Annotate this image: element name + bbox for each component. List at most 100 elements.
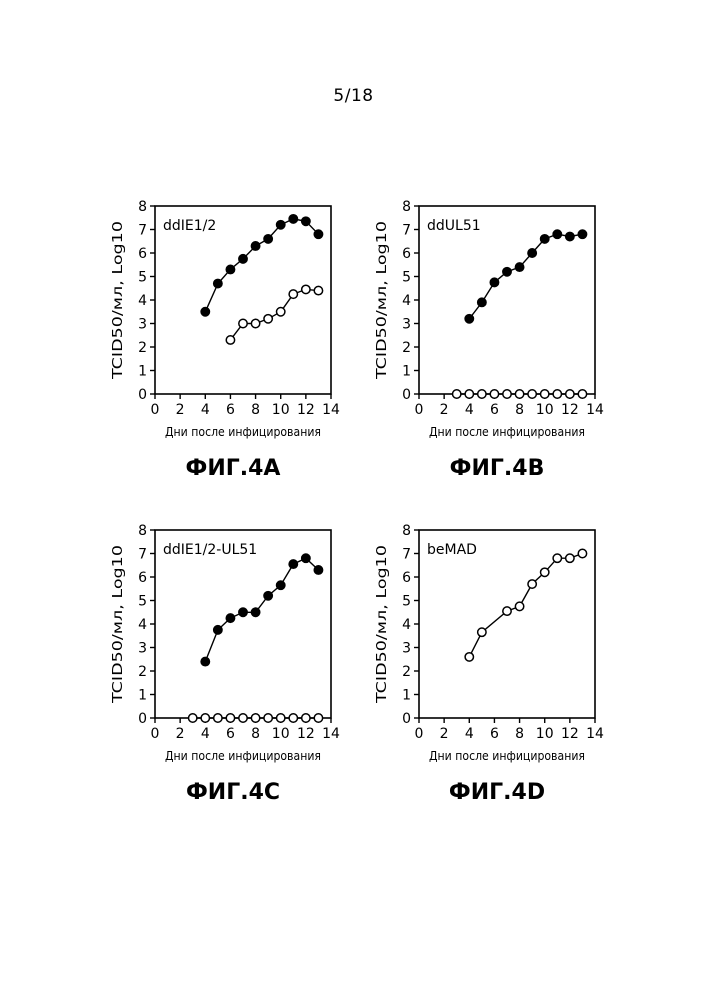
x-tick-label: 8 — [251, 726, 260, 742]
x-tick-label: 4 — [465, 402, 474, 418]
data-point-filled — [503, 268, 511, 276]
data-point-open — [239, 319, 247, 327]
y-tick-label: 2 — [402, 664, 411, 680]
y-tick-label: 8 — [402, 199, 411, 215]
x-tick-label: 6 — [490, 402, 499, 418]
figure-caption-4a: ФИГ.4А — [186, 456, 281, 481]
x-tick-label: 0 — [415, 402, 424, 418]
data-point-filled — [264, 592, 272, 600]
data-point-filled — [277, 221, 285, 229]
data-point-filled — [239, 608, 247, 616]
x-tick-label: 0 — [151, 726, 160, 742]
data-point-filled — [541, 235, 549, 243]
y-tick-label: 0 — [138, 387, 147, 403]
data-point-filled — [465, 315, 473, 323]
series-line — [205, 219, 318, 312]
series-line — [205, 558, 318, 661]
data-point-filled — [553, 230, 561, 238]
x-tick-label: 10 — [536, 402, 554, 418]
data-point-filled — [264, 235, 272, 243]
y-tick-label: 5 — [402, 594, 411, 610]
data-point-filled — [201, 657, 209, 665]
chart-fig-4d: 01234567802468101214Дни после инфицирова… — [375, 523, 604, 805]
y-tick-label: 2 — [138, 664, 147, 680]
y-tick-label: 5 — [138, 270, 147, 286]
y-tick-label: 8 — [138, 199, 147, 215]
plot-frame — [155, 206, 331, 394]
chart-fig-4a: 01234567802468101214Дни после инфицирова… — [111, 199, 340, 481]
data-point-open — [251, 319, 259, 327]
x-tick-label: 14 — [322, 726, 340, 742]
x-tick-label: 4 — [465, 726, 474, 742]
y-tick-label: 8 — [138, 523, 147, 539]
data-point-open — [264, 315, 272, 323]
series-filled — [465, 230, 587, 323]
data-point-open — [478, 628, 486, 636]
panel-annotation: beMAD — [427, 542, 477, 558]
series-line — [469, 554, 582, 657]
y-axis-label: TCID50/мл, Log10 — [375, 545, 390, 704]
data-point-open — [314, 286, 322, 294]
data-point-open — [314, 714, 322, 722]
data-point-open — [578, 549, 586, 557]
data-point-open — [566, 554, 574, 562]
x-tick-label: 10 — [536, 726, 554, 742]
series-filled — [201, 554, 323, 666]
data-point-filled — [251, 608, 259, 616]
data-point-filled — [515, 263, 523, 271]
y-tick-label: 1 — [138, 688, 147, 704]
x-tick-label: 6 — [226, 402, 235, 418]
data-point-filled — [578, 230, 586, 238]
data-point-open — [277, 714, 285, 722]
x-tick-label: 2 — [440, 402, 449, 418]
x-tick-label: 12 — [297, 402, 315, 418]
x-axis-label: Дни после инфицирования — [165, 749, 321, 763]
data-point-filled — [490, 278, 498, 286]
y-tick-label: 0 — [402, 387, 411, 403]
data-point-filled — [528, 249, 536, 257]
data-point-open — [302, 714, 310, 722]
figure-caption-4b: ФИГ.4В — [450, 456, 545, 481]
x-tick-label: 0 — [151, 402, 160, 418]
data-point-open — [541, 390, 549, 398]
y-tick-label: 6 — [138, 570, 147, 586]
data-point-open — [515, 602, 523, 610]
data-point-filled — [314, 566, 322, 574]
data-point-open — [289, 714, 297, 722]
series-filled — [201, 215, 323, 316]
series-line — [230, 289, 318, 340]
x-tick-label: 14 — [322, 402, 340, 418]
series-line — [469, 234, 582, 319]
data-point-open — [264, 714, 272, 722]
y-tick-label: 5 — [138, 594, 147, 610]
y-tick-label: 7 — [138, 223, 147, 239]
data-point-filled — [214, 626, 222, 634]
data-point-open — [465, 390, 473, 398]
series-open — [453, 390, 587, 398]
data-point-filled — [302, 554, 310, 562]
y-tick-label: 6 — [138, 246, 147, 262]
data-point-open — [490, 390, 498, 398]
data-point-open — [214, 714, 222, 722]
y-tick-label: 1 — [402, 364, 411, 380]
y-tick-label: 3 — [138, 641, 147, 657]
chart-fig-4b: 01234567802468101214Дни после инфицирова… — [375, 199, 604, 481]
data-point-open — [478, 390, 486, 398]
data-point-open — [189, 714, 197, 722]
y-tick-label: 3 — [402, 317, 411, 333]
x-tick-label: 8 — [515, 726, 524, 742]
y-tick-label: 6 — [402, 570, 411, 586]
panel-annotation: ddIE1/2-UL51 — [163, 542, 257, 558]
y-tick-label: 4 — [138, 293, 147, 309]
y-axis-label: TCID50/мл, Log10 — [375, 221, 390, 380]
x-tick-label: 2 — [176, 726, 185, 742]
x-tick-label: 12 — [297, 726, 315, 742]
y-tick-label: 3 — [402, 641, 411, 657]
y-tick-label: 6 — [402, 246, 411, 262]
data-point-filled — [277, 581, 285, 589]
chart-fig-4c: 01234567802468101214Дни после инфицирова… — [111, 523, 340, 805]
data-point-open — [289, 290, 297, 298]
series-open — [189, 714, 323, 722]
y-axis-label: TCID50/мл, Log10 — [111, 221, 126, 380]
